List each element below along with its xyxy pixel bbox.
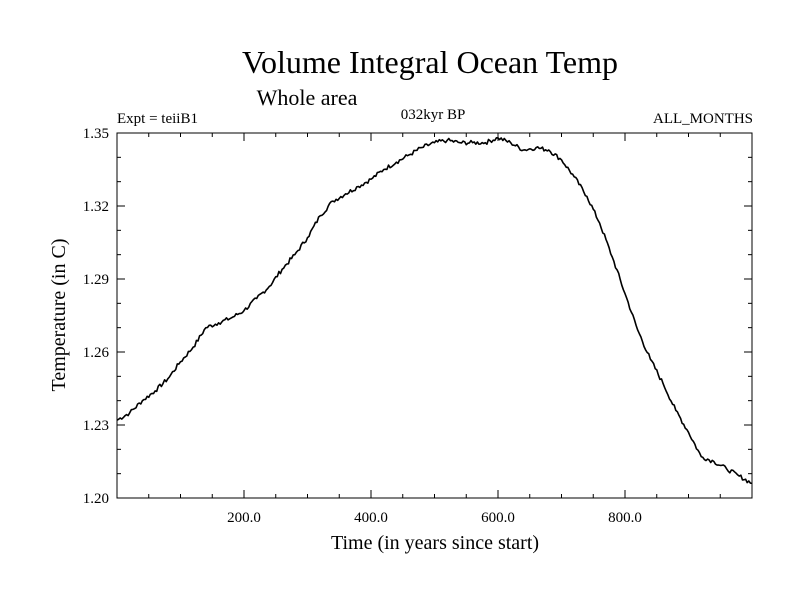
y-tick-label: 1.20 (83, 491, 109, 507)
x-axis-ticks: 200.0 400.0 600.0 800.0 (148, 133, 721, 526)
expt-label: Expt = teiiB1 (117, 111, 198, 127)
plot-frame (116, 132, 753, 499)
y-tick-label: 1.26 (83, 345, 110, 361)
y-axis-ticks: 1.20 1.23 1.26 1.29 1.32 1.35 (83, 126, 752, 507)
y-tick-label: 1.32 (83, 199, 109, 215)
y-tick-label: 1.29 (83, 272, 109, 288)
chart-title: Volume Integral Ocean Temp (242, 44, 618, 80)
x-tick-label: 600.0 (481, 510, 515, 526)
x-tick-label: 200.0 (227, 510, 261, 526)
series-line (116, 137, 753, 485)
y-tick-label: 1.35 (83, 126, 109, 142)
y-axis-label: Temperature (in C) (48, 239, 70, 392)
months-label: ALL_MONTHS (653, 111, 753, 127)
x-tick-label: 800.0 (608, 510, 642, 526)
period-label: 032kyr BP (401, 107, 466, 123)
chart-subtitle: Whole area (257, 85, 358, 110)
x-tick-label: 400.0 (354, 510, 388, 526)
x-axis-label: Time (in years since start) (331, 532, 539, 554)
y-tick-label: 1.23 (83, 418, 109, 434)
